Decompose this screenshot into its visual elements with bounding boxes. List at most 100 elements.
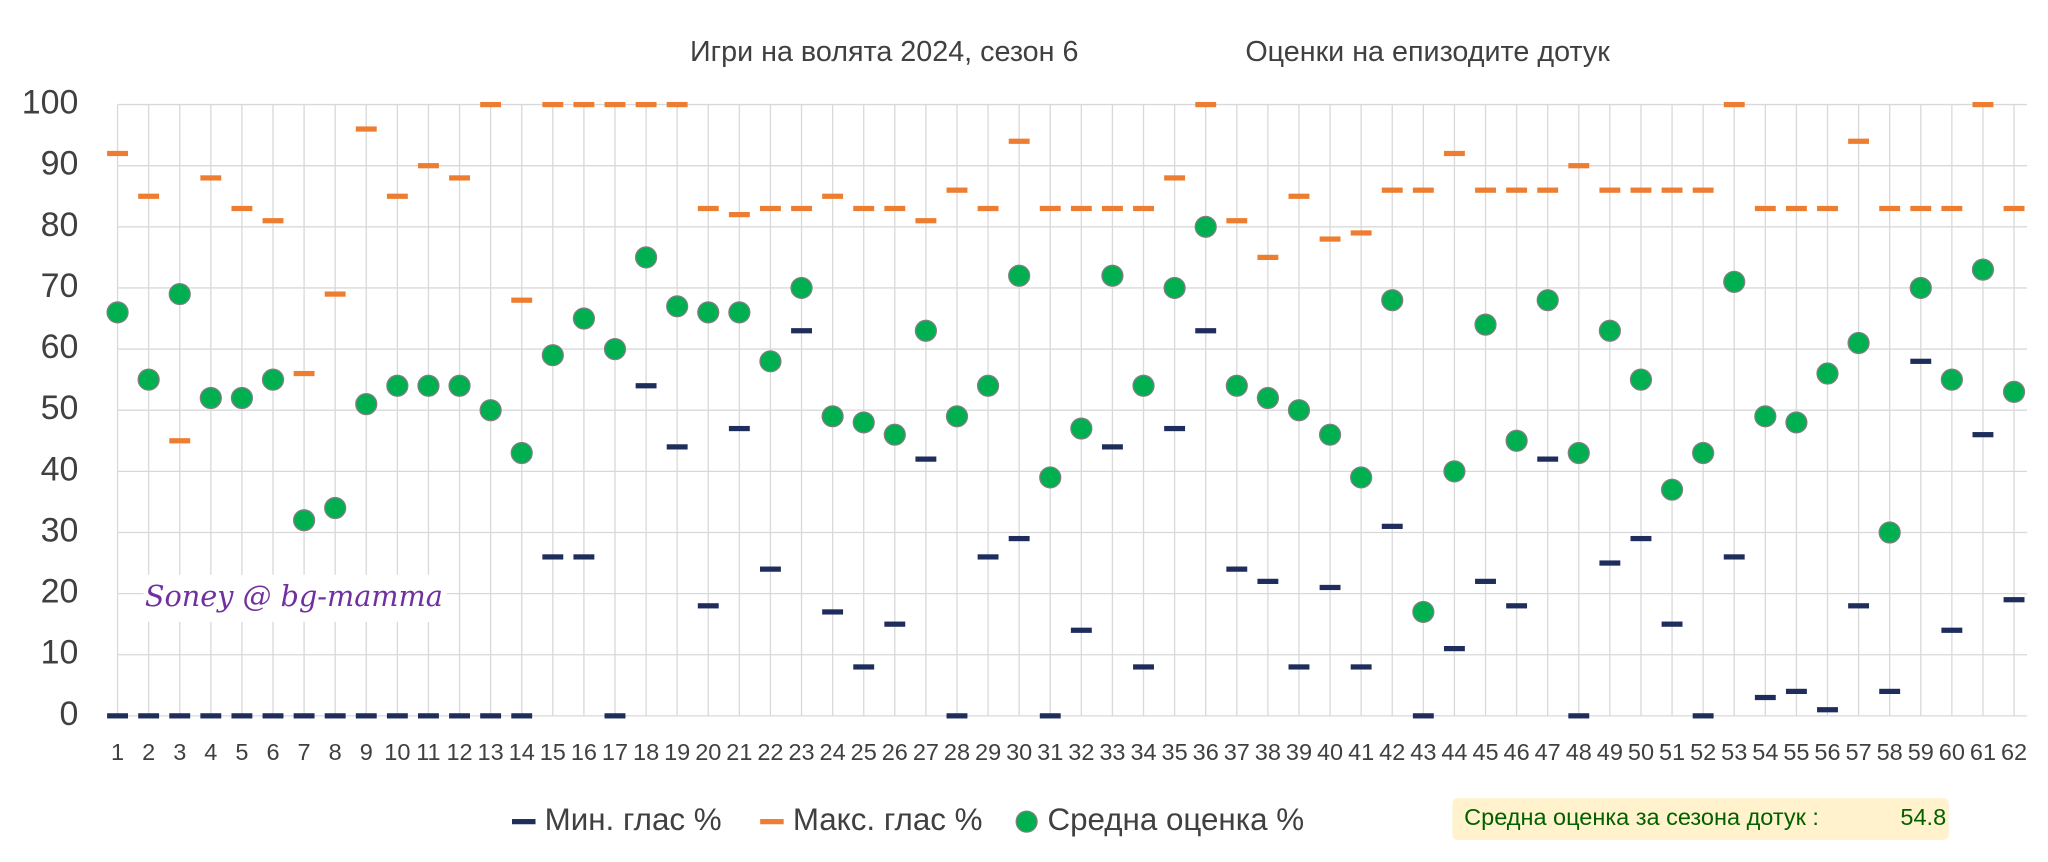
dot-marker (417, 374, 440, 397)
dot-marker (1536, 289, 1559, 312)
dot-marker (355, 392, 378, 416)
dash-marker (542, 554, 564, 560)
dot-marker (1660, 478, 1684, 501)
dash-marker (759, 205, 781, 212)
x-tick-label: 28 (944, 739, 970, 765)
dash-marker (1972, 432, 1994, 438)
dot-marker (1287, 399, 1311, 422)
dash-marker (1288, 664, 1310, 670)
dash-marker (1412, 713, 1434, 719)
x-tick-label: 58 (1877, 739, 1903, 765)
dash-marker (1039, 713, 1061, 719)
x-tick-label: 56 (1814, 739, 1840, 765)
dash-marker (853, 205, 875, 212)
x-tick-label: 22 (757, 739, 783, 765)
dash-marker (822, 193, 844, 199)
dash-marker (1164, 175, 1186, 181)
x-tick-label: 47 (1535, 739, 1561, 765)
dash-marker (1226, 218, 1248, 224)
dash-marker (480, 101, 502, 108)
x-tick-label: 13 (478, 739, 504, 765)
dash-marker (1350, 664, 1372, 670)
x-tick-label: 41 (1348, 739, 1374, 765)
x-tick-label: 24 (820, 739, 846, 765)
dash-marker (1506, 603, 1528, 609)
x-tick-label: 17 (602, 739, 628, 765)
dash-marker (1101, 205, 1123, 212)
dash-marker (635, 383, 657, 389)
dot-marker (883, 423, 906, 446)
dash-marker (542, 101, 564, 108)
y-tick-label: 50 (41, 389, 79, 427)
dash-marker (1568, 163, 1590, 169)
dash-marker (449, 713, 470, 719)
dash-marker (791, 205, 812, 212)
summary-label: Средна оценка за сезона дотук : (1464, 804, 1819, 830)
x-tick-label: 25 (851, 739, 877, 765)
x-tick-label: 53 (1721, 739, 1747, 765)
dash-marker (355, 713, 377, 719)
chart-subtitle: Оценки на епизодите дотук (1245, 36, 1610, 68)
dot-marker (1909, 276, 1932, 300)
dot-marker (1070, 417, 1093, 440)
x-tick-label: 21 (726, 739, 752, 765)
dash-marker (1910, 205, 1932, 212)
dash-marker (1257, 254, 1279, 261)
x-tick-label: 38 (1255, 739, 1281, 765)
x-tick-label: 6 (266, 739, 279, 765)
dash-marker (1319, 584, 1341, 591)
dash-marker (1506, 187, 1528, 193)
dot-marker (634, 246, 658, 269)
dash-marker (604, 713, 626, 719)
dot-marker (1225, 374, 1248, 397)
dot-marker (759, 350, 782, 373)
x-tick-label: 61 (1970, 739, 1996, 765)
x-tick-label: 10 (384, 739, 410, 765)
x-tick-label: 54 (1752, 739, 1778, 765)
dash-marker (1692, 187, 1714, 193)
y-tick-label: 20 (41, 573, 79, 611)
x-tick-label: 35 (1162, 739, 1188, 765)
dash-marker (386, 193, 408, 199)
dot-marker (1163, 276, 1186, 300)
dash-marker (231, 713, 253, 719)
y-tick-label: 60 (41, 328, 79, 366)
dot-marker (1194, 215, 1217, 238)
y-tick-label: 80 (41, 206, 79, 244)
dash-marker (200, 713, 222, 719)
dot-marker (976, 374, 1000, 397)
dash-marker (1381, 187, 1403, 193)
annotation: Soney @ bg-mamma (145, 579, 443, 613)
dash-marker (1568, 713, 1590, 719)
dash-marker (1972, 101, 1994, 108)
x-tick-label: 40 (1317, 739, 1343, 765)
dot-marker (1723, 270, 1746, 293)
dot-marker (1785, 411, 1808, 434)
dot-marker (324, 496, 347, 520)
x-tick-label: 62 (2001, 739, 2027, 765)
dash-marker (169, 713, 191, 719)
dot-marker (448, 374, 471, 397)
dash-marker (728, 425, 750, 432)
x-tick-label: 55 (1783, 739, 1809, 765)
x-tick-label: 15 (540, 739, 566, 765)
x-tick-label: 27 (913, 739, 939, 765)
dot-marker (199, 386, 222, 410)
x-tick-label: 46 (1504, 739, 1530, 765)
dash-marker (853, 664, 875, 670)
dash-marker (1599, 560, 1621, 566)
x-tick-label: 14 (509, 739, 535, 765)
x-tick-label: 29 (975, 739, 1001, 765)
dot-marker (697, 301, 720, 324)
dash-marker (1381, 523, 1403, 529)
x-tick-label: 30 (1006, 739, 1032, 765)
dot-marker (790, 276, 813, 300)
dash-marker (2003, 205, 2025, 212)
dash-marker (1101, 444, 1123, 450)
dash-marker (293, 713, 315, 719)
dot-marker (1381, 289, 1404, 312)
dash-marker (1195, 101, 1217, 108)
dash-marker (2003, 597, 2025, 603)
dash-marker (1754, 205, 1776, 212)
